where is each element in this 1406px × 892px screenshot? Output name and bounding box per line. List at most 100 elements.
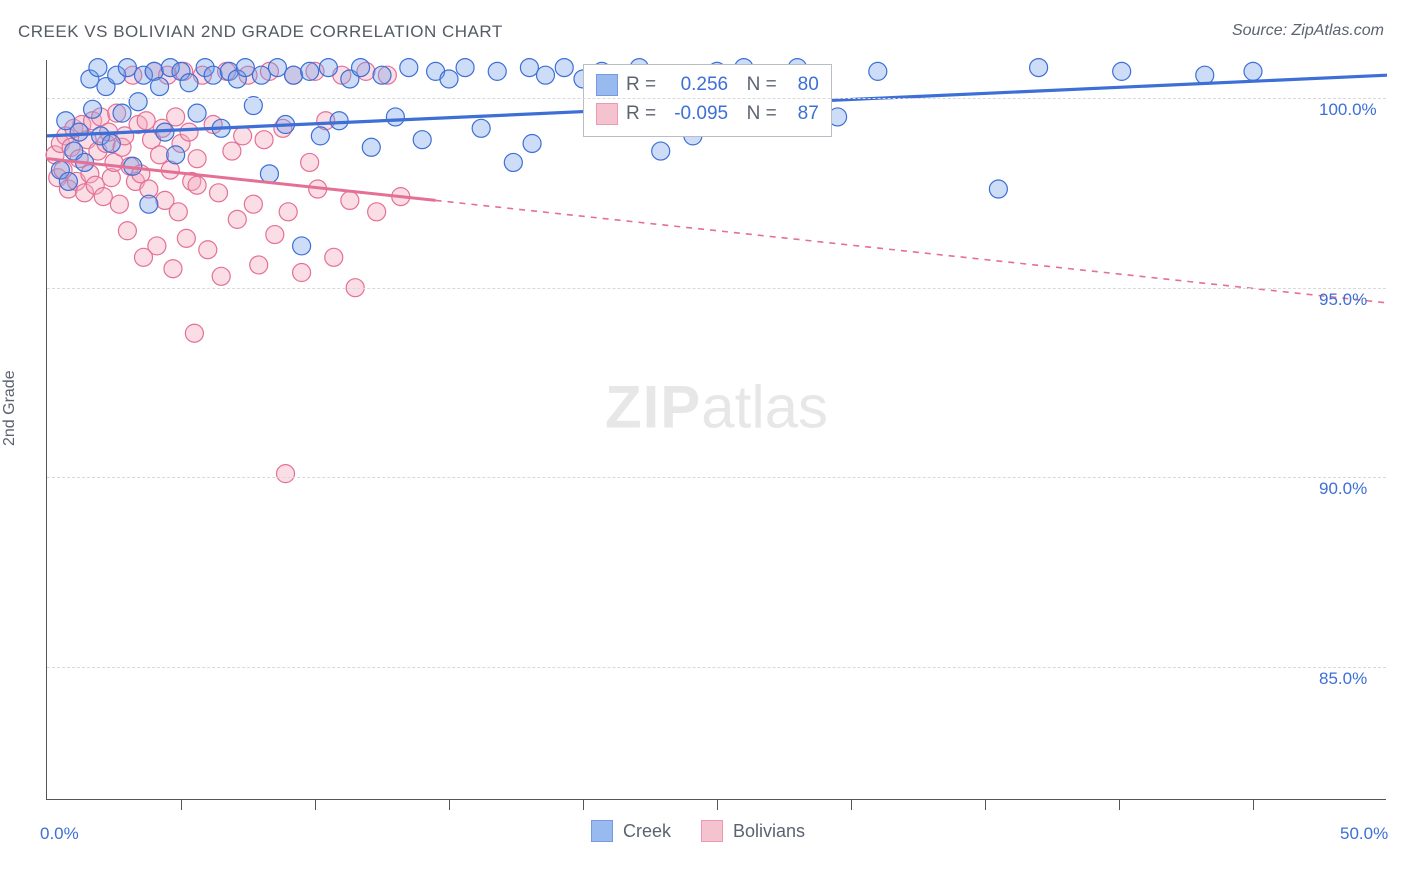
- y-tick-label: 85.0%: [1319, 669, 1367, 689]
- data-point: [188, 150, 206, 168]
- data-point: [555, 59, 573, 77]
- data-point: [1244, 62, 1262, 80]
- stat-r-label: R =: [626, 100, 656, 129]
- legend-label-bolivians: Bolivians: [733, 821, 805, 842]
- x-axis-max-label: 50.0%: [1340, 824, 1388, 844]
- data-point: [129, 93, 147, 111]
- data-point: [89, 59, 107, 77]
- data-point: [180, 123, 198, 141]
- source-label: Source: ZipAtlas.com: [1232, 22, 1384, 40]
- data-point: [110, 195, 128, 213]
- data-point: [536, 66, 554, 84]
- data-point: [520, 59, 538, 77]
- data-point: [413, 131, 431, 149]
- data-point: [148, 237, 166, 255]
- data-point: [167, 146, 185, 164]
- x-axis-min-label: 0.0%: [40, 824, 79, 844]
- data-point: [504, 153, 522, 171]
- data-point: [456, 59, 474, 77]
- stat-n-label: N =: [736, 100, 777, 129]
- series-legend: Creek Bolivians: [591, 820, 805, 842]
- data-point: [652, 142, 670, 160]
- data-point: [523, 134, 541, 152]
- data-point: [236, 59, 254, 77]
- data-point: [268, 59, 286, 77]
- data-point: [113, 104, 131, 122]
- data-point: [70, 123, 88, 141]
- plot-area: ZIPatlas R = 0.256 N = 80 R = -0.095 N =…: [46, 60, 1386, 800]
- x-tick: [181, 800, 182, 810]
- grid-line: [47, 98, 1386, 99]
- y-axis-label: 2nd Grade: [1, 370, 19, 446]
- chart-container: CREEK VS BOLIVIAN 2ND GRADE CORRELATION …: [0, 0, 1406, 892]
- x-tick: [583, 800, 584, 810]
- data-point: [118, 59, 136, 77]
- data-point: [252, 66, 270, 84]
- x-tick: [1119, 800, 1120, 810]
- data-point: [440, 70, 458, 88]
- data-point: [94, 188, 112, 206]
- data-point: [167, 108, 185, 126]
- data-point: [244, 97, 262, 115]
- chart-title: CREEK VS BOLIVIAN 2ND GRADE CORRELATION …: [18, 22, 503, 42]
- data-point: [188, 176, 206, 194]
- grid-line: [47, 288, 1386, 289]
- stats-legend: R = 0.256 N = 80 R = -0.095 N = 87: [583, 64, 832, 137]
- data-point: [188, 104, 206, 122]
- data-point: [319, 59, 337, 77]
- data-point: [250, 256, 268, 274]
- data-point: [1196, 66, 1214, 84]
- data-point: [386, 108, 404, 126]
- data-point: [118, 222, 136, 240]
- data-point: [266, 226, 284, 244]
- data-point: [1113, 62, 1131, 80]
- data-point: [223, 142, 241, 160]
- data-point: [989, 180, 1007, 198]
- data-point: [59, 172, 77, 190]
- data-point: [285, 66, 303, 84]
- data-point: [341, 191, 359, 209]
- data-point: [277, 465, 295, 483]
- data-point: [1030, 59, 1048, 77]
- x-tick: [851, 800, 852, 810]
- data-point: [204, 66, 222, 84]
- data-point: [151, 146, 169, 164]
- data-point: [140, 195, 158, 213]
- data-point: [260, 165, 278, 183]
- data-point: [368, 203, 386, 221]
- data-point: [185, 324, 203, 342]
- x-tick: [315, 800, 316, 810]
- data-point: [325, 248, 343, 266]
- data-point: [869, 62, 887, 80]
- data-point: [244, 195, 262, 213]
- legend-label-creek: Creek: [623, 821, 671, 842]
- data-point: [279, 203, 297, 221]
- data-point: [164, 260, 182, 278]
- swatch-bolivians: [701, 820, 723, 842]
- stat-r-label: R =: [626, 71, 656, 100]
- data-point: [169, 203, 187, 221]
- swatch-creek: [596, 74, 618, 96]
- swatch-creek: [591, 820, 613, 842]
- data-point: [400, 59, 418, 77]
- data-point: [177, 229, 195, 247]
- stat-n-label: N =: [736, 71, 777, 100]
- x-tick: [1253, 800, 1254, 810]
- x-tick: [717, 800, 718, 810]
- data-point: [488, 62, 506, 80]
- data-point: [472, 119, 490, 137]
- data-point: [301, 62, 319, 80]
- data-point: [362, 138, 380, 156]
- creek-n-value: 80: [785, 71, 819, 100]
- data-point: [84, 100, 102, 118]
- data-point: [293, 237, 311, 255]
- data-point: [234, 127, 252, 145]
- data-point: [301, 153, 319, 171]
- bolivians-r-value: -0.095: [664, 100, 728, 129]
- data-point: [352, 59, 370, 77]
- legend-item-creek: Creek: [591, 820, 671, 842]
- data-point: [311, 127, 329, 145]
- y-tick-label: 100.0%: [1319, 100, 1377, 120]
- data-point: [255, 131, 273, 149]
- data-point: [293, 264, 311, 282]
